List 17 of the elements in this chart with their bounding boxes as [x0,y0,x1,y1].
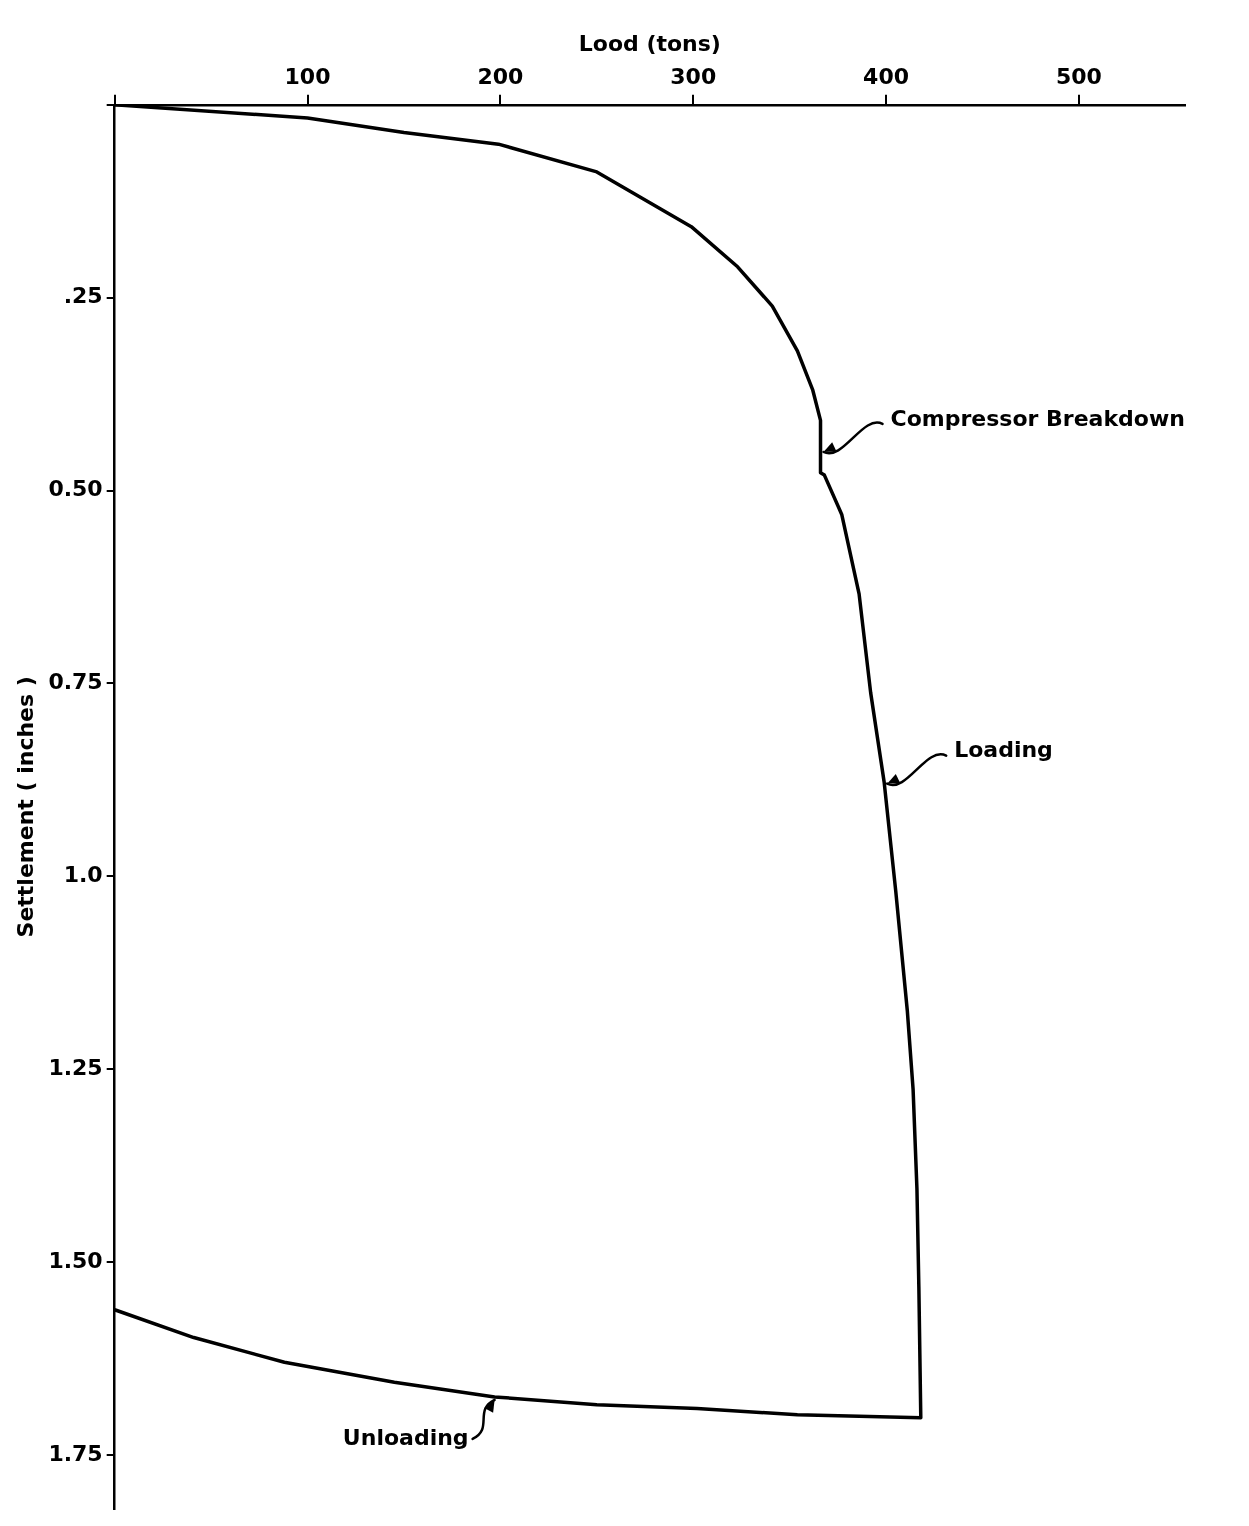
y-tick-label: .25 [63,283,103,309]
y-tick-label: 0.50 [48,476,103,502]
x-axis-title: Lood (tons) [578,30,721,56]
x-tick-label: 100 [284,64,331,90]
y-tick-label: 1.25 [48,1054,103,1080]
y-axis-title: Settlement ( inches ) [12,676,38,938]
x-tick-label: 400 [863,64,910,90]
y-tick-label: 1.50 [48,1247,103,1273]
y-tick-label: 0.75 [48,669,103,695]
x-tick-label: 500 [1055,64,1102,90]
annotation: Compressor Breakdown [890,405,1185,431]
x-tick-label: 200 [477,64,524,90]
annotation: Loading [954,737,1053,763]
annotation: Unloading [342,1424,469,1450]
x-tick-label: 300 [670,64,717,90]
y-tick-label: 1.0 [63,861,103,887]
y-tick-label: 1.75 [48,1440,103,1466]
